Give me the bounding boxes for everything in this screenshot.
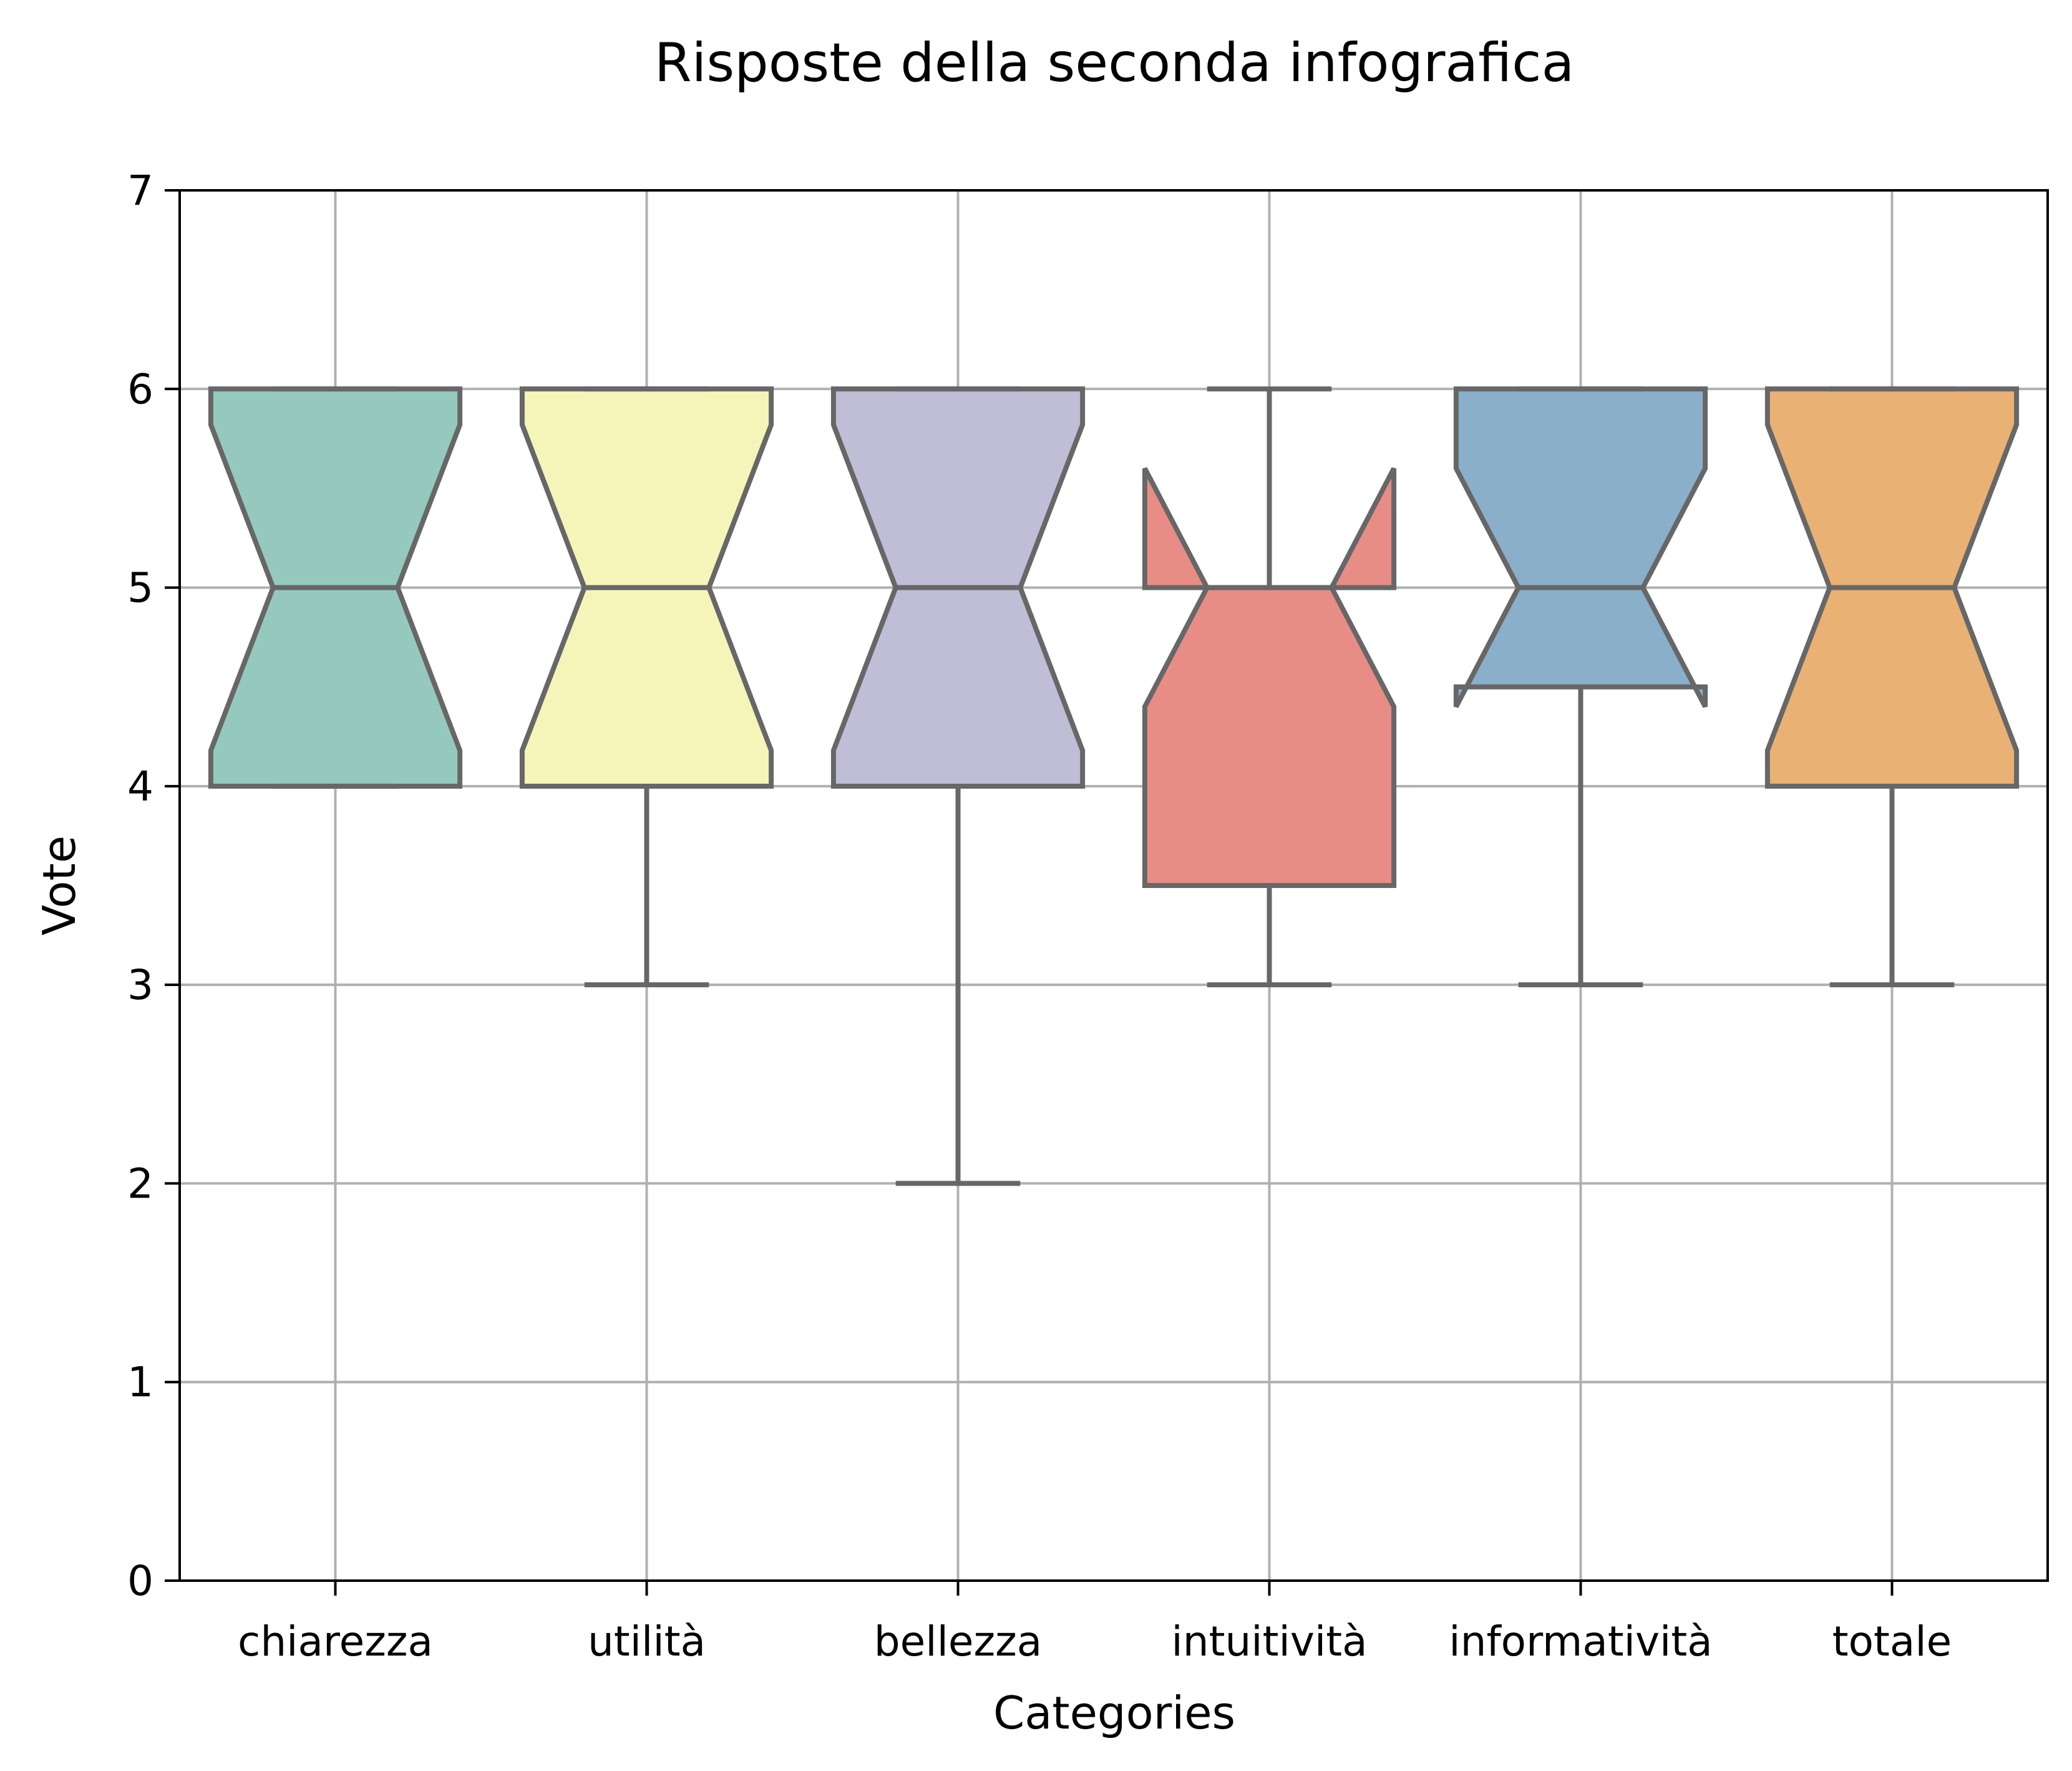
x-tick-label: bellezza: [874, 1617, 1043, 1666]
x-tick-label: chiarezza: [238, 1617, 433, 1666]
box-1: [208, 386, 463, 789]
y-tick-label: 0: [127, 1557, 153, 1605]
box-series: [208, 386, 2020, 1186]
box-2: [519, 386, 774, 988]
box-6: [1764, 386, 2020, 988]
box-5: [1453, 386, 1708, 988]
y-tick-label: 2: [127, 1159, 153, 1208]
plot-frame: [178, 189, 2049, 1582]
y-tick-label: 7: [127, 167, 153, 215]
y-axis: 0 1 2 3 4 5 6 7: [127, 167, 180, 1605]
y-tick-label: 3: [127, 961, 153, 1009]
y-tick-label: 6: [127, 365, 153, 413]
y-tick-label: 4: [127, 763, 153, 811]
x-tick-label: informatività: [1449, 1617, 1712, 1666]
box-3: [830, 386, 1086, 1186]
x-axis-label: Categories: [993, 1687, 1235, 1739]
x-axis: chiarezza utilità bellezza intuitività infor…: [238, 1581, 1952, 1666]
y-tick-label: 5: [127, 564, 153, 612]
box-body: [1453, 386, 1708, 708]
chart-title: Risposte della seconda infografica: [654, 32, 1575, 94]
box-4: [1142, 386, 1397, 988]
x-tick-label: utilità: [588, 1617, 706, 1666]
box-body: [1142, 467, 1397, 888]
y-tick-label: 1: [127, 1359, 153, 1407]
x-tick-label: intuitività: [1171, 1617, 1367, 1666]
x-tick-label: totale: [1832, 1617, 1952, 1666]
y-axis-label: Vote: [33, 836, 85, 935]
